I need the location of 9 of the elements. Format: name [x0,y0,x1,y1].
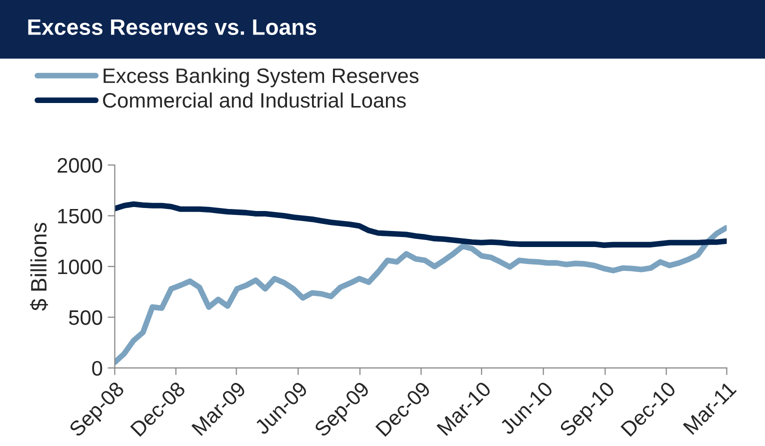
legend-label: Excess Banking System Reserves [104,68,418,88]
legend-label: Commercial and Industrial Loans [103,92,406,108]
y-tick-label: 1000 [58,259,102,274]
y-tick-label: 1500 [58,208,102,224]
y-tick-label: 500 [69,310,102,325]
y-tick-label: 2000 [58,158,102,173]
chart-title: Excess Reserves vs. Loans [28,19,316,35]
y-tick-label: 0 [92,360,102,376]
y-axis-title: $ Billions [30,222,48,311]
